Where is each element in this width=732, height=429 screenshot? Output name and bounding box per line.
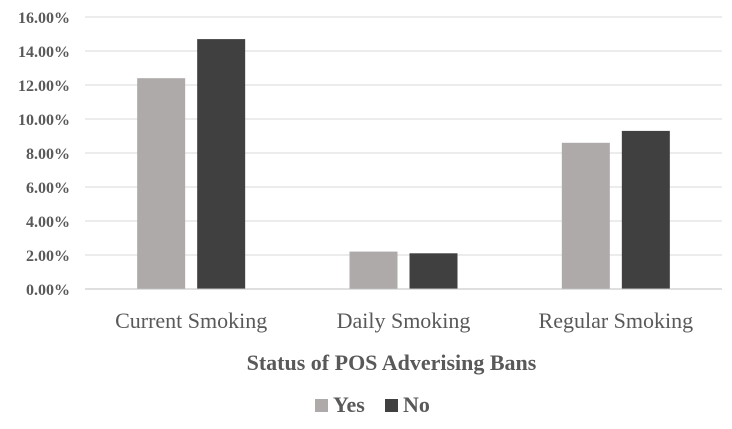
x-axis-label: Status of POS Adverising Bans [247, 350, 537, 375]
y-tick-label: 4.00% [26, 214, 70, 231]
x-tick-label: Regular Smoking [539, 308, 694, 333]
legend: Yes No [315, 392, 430, 417]
y-tick-label: 8.00% [26, 146, 70, 163]
gridlines [85, 16, 722, 256]
legend-label-no: No [403, 392, 430, 417]
legend-label-yes: Yes [333, 392, 365, 417]
y-tick-label: 16.00% [18, 10, 70, 27]
bar-no-current-smoking [197, 39, 246, 289]
x-tick-label: Current Smoking [115, 308, 267, 333]
bar-yes-regular-smoking [561, 142, 610, 289]
y-tick-label: 12.00% [18, 78, 70, 95]
legend-swatch-no [385, 399, 398, 412]
bar-no-daily-smoking [409, 253, 458, 289]
x-tick-label: Daily Smoking [337, 308, 471, 333]
y-tick-label: 14.00% [18, 44, 70, 61]
bar-yes-current-smoking [137, 78, 186, 289]
x-axis-ticks: Current Smoking Daily Smoking Regular Smok… [115, 308, 693, 333]
y-tick-label: 10.00% [18, 112, 70, 129]
bars [137, 39, 670, 289]
y-axis-ticks: 0.00% 2.00% 4.00% 6.00% 8.00% 10.00% 12.00% 14.… [18, 10, 70, 299]
y-tick-label: 6.00% [26, 180, 70, 197]
bar-yes-daily-smoking [349, 251, 398, 289]
bar-no-regular-smoking [621, 130, 670, 289]
y-tick-label: 0.00% [26, 282, 70, 299]
y-tick-label: 2.00% [26, 248, 70, 265]
legend-swatch-yes [315, 399, 328, 412]
